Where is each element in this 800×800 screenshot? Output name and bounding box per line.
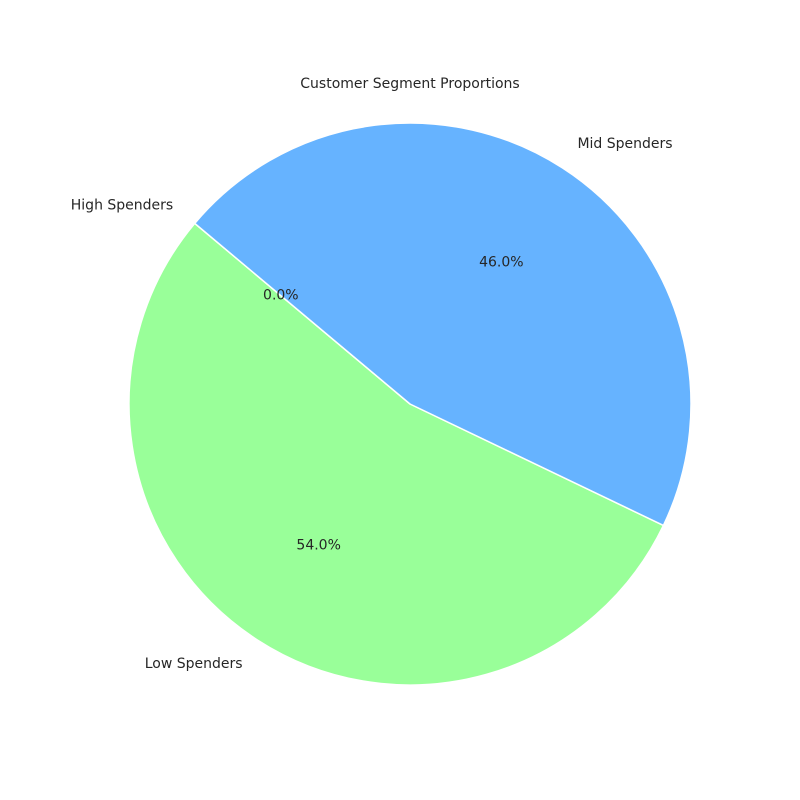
slice-label-high-spenders: High Spenders (71, 197, 173, 213)
pct-label-low-spenders: 54.0% (296, 538, 340, 554)
pie-slice-mid-spenders (193, 122, 692, 527)
pie-slices (128, 122, 692, 686)
slice-label-mid-spenders: Mid Spenders (577, 136, 672, 152)
chart-title: Customer Segment Proportions (300, 76, 519, 92)
pie-slice-low-spenders (128, 222, 665, 686)
pct-label-mid-spenders: 46.0% (479, 254, 523, 270)
pie-labels: High Spenders 0.0% Low Spenders 54.0% Mid Sp… (71, 136, 673, 672)
pct-label-high-spenders: 0.0% (263, 288, 299, 304)
slice-label-low-spenders: Low Spenders (145, 656, 243, 672)
